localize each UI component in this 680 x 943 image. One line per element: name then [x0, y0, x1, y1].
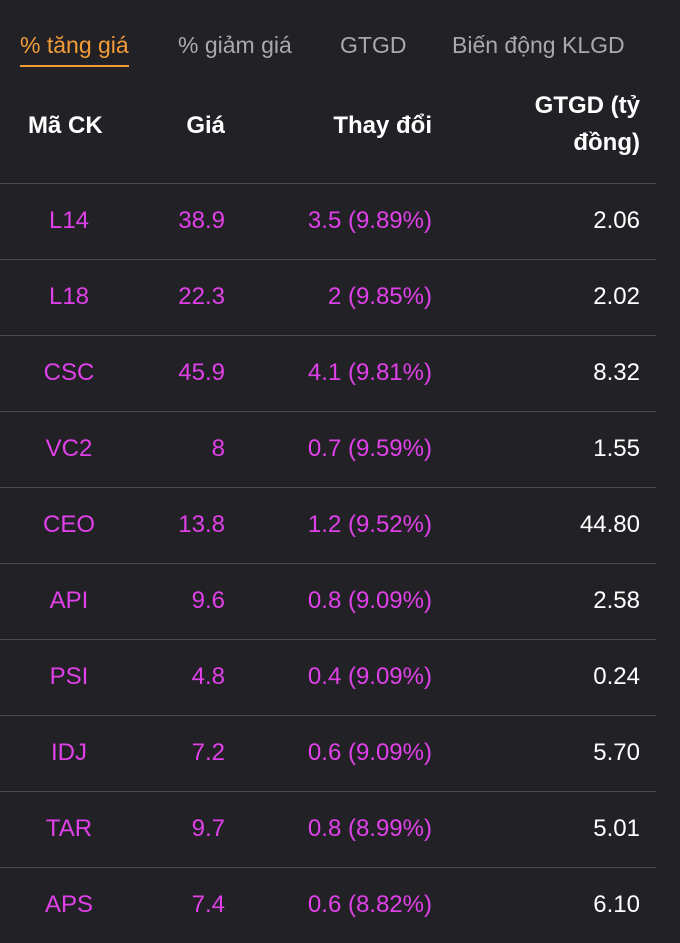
- table-body: L14 38.9 3.5 (9.89%) 2.06 L18 22.3 2 (9.…: [0, 184, 656, 943]
- stock-code[interactable]: L14: [48, 207, 90, 234]
- table-row[interactable]: VC2 8 0.7 (9.59%) 1.55: [0, 412, 656, 488]
- trading-value: 2.02: [593, 283, 640, 310]
- table-row[interactable]: APS 7.4 0.6 (8.82%) 6.10: [0, 868, 656, 943]
- table-row[interactable]: L14 38.9 3.5 (9.89%) 2.06: [0, 184, 656, 260]
- price-change: 1.2 (9.52%): [307, 511, 432, 538]
- stock-code[interactable]: API: [49, 587, 89, 614]
- table-row[interactable]: TAR 9.7 0.8 (8.99%) 5.01: [0, 792, 656, 868]
- tab-label: % tăng giá: [20, 32, 129, 58]
- column-header-value-line1: GTGD (tỷ: [534, 92, 640, 119]
- tab-volume-change[interactable]: Biến động KLGD: [452, 32, 625, 59]
- trading-value: 5.70: [593, 739, 640, 766]
- table-row[interactable]: PSI 4.8 0.4 (9.09%) 0.24: [0, 640, 656, 716]
- stock-code[interactable]: CEO: [42, 511, 95, 538]
- tab-trading-value[interactable]: GTGD: [340, 32, 406, 59]
- stock-price: 22.3: [178, 283, 225, 310]
- stock-code[interactable]: VC2: [45, 435, 93, 462]
- stock-price: 38.9: [178, 207, 225, 234]
- column-header-value[interactable]: GTGD (tỷ đồng): [480, 87, 640, 161]
- price-change: 0.4 (9.09%): [307, 663, 432, 690]
- tab-label: Biến động KLGD: [452, 32, 625, 58]
- table-row[interactable]: L18 22.3 2 (9.85%) 2.02: [0, 260, 656, 336]
- price-change: 4.1 (9.81%): [307, 359, 432, 386]
- column-header-change[interactable]: Thay đổi: [333, 112, 432, 139]
- trading-value: 2.06: [593, 207, 640, 234]
- stock-price: 45.9: [178, 359, 225, 386]
- price-change: 0.6 (9.09%): [307, 739, 432, 766]
- table-row[interactable]: API 9.6 0.8 (9.09%) 2.58: [0, 564, 656, 640]
- stock-price: 9.6: [191, 587, 225, 614]
- column-header-code[interactable]: Mã CK: [28, 112, 103, 139]
- stock-code[interactable]: L18: [48, 283, 90, 310]
- trading-value: 1.55: [593, 435, 640, 462]
- stock-code[interactable]: IDJ: [51, 739, 87, 766]
- stock-price: 7.4: [191, 891, 225, 918]
- trading-value: 5.01: [593, 815, 640, 842]
- stock-code[interactable]: APS: [44, 891, 94, 918]
- stock-price: 13.8: [178, 511, 225, 538]
- price-change: 2 (9.85%): [327, 283, 432, 310]
- column-header-price[interactable]: Giá: [186, 112, 225, 139]
- tab-price-increase[interactable]: % tăng giá: [20, 32, 129, 67]
- table-row[interactable]: IDJ 7.2 0.6 (9.09%) 5.70: [0, 716, 656, 792]
- tab-bar: % tăng giá % giảm giá GTGD Biến động KLG…: [0, 0, 680, 80]
- active-tab-indicator: [20, 65, 129, 67]
- trading-value: 44.80: [579, 511, 640, 538]
- table-row[interactable]: CEO 13.8 1.2 (9.52%) 44.80: [0, 488, 656, 564]
- table-row[interactable]: CSC 45.9 4.1 (9.81%) 8.32: [0, 336, 656, 412]
- stock-price: 4.8: [191, 663, 225, 690]
- table-header: Mã CK Giá Thay đổi GTGD (tỷ đồng): [0, 80, 656, 184]
- trading-value: 0.24: [593, 663, 640, 690]
- trading-value: 2.58: [593, 587, 640, 614]
- price-change: 0.7 (9.59%): [307, 435, 432, 462]
- trading-value: 8.32: [593, 359, 640, 386]
- stock-price: 9.7: [191, 815, 225, 842]
- column-header-value-line2: đồng): [573, 129, 640, 156]
- price-change: 0.8 (8.99%): [307, 815, 432, 842]
- price-change: 0.6 (8.82%): [307, 891, 432, 918]
- stock-code[interactable]: TAR: [45, 815, 93, 842]
- tab-label: % giảm giá: [178, 32, 292, 58]
- trading-value: 6.10: [593, 891, 640, 918]
- price-change: 3.5 (9.89%): [307, 207, 432, 234]
- stock-code[interactable]: CSC: [43, 359, 95, 386]
- tab-label: GTGD: [340, 32, 407, 58]
- stock-price: 7.2: [191, 739, 225, 766]
- stock-code[interactable]: PSI: [49, 663, 89, 690]
- tab-price-decrease[interactable]: % giảm giá: [178, 32, 292, 59]
- stock-price: 8: [211, 435, 225, 462]
- price-change: 0.8 (9.09%): [307, 587, 432, 614]
